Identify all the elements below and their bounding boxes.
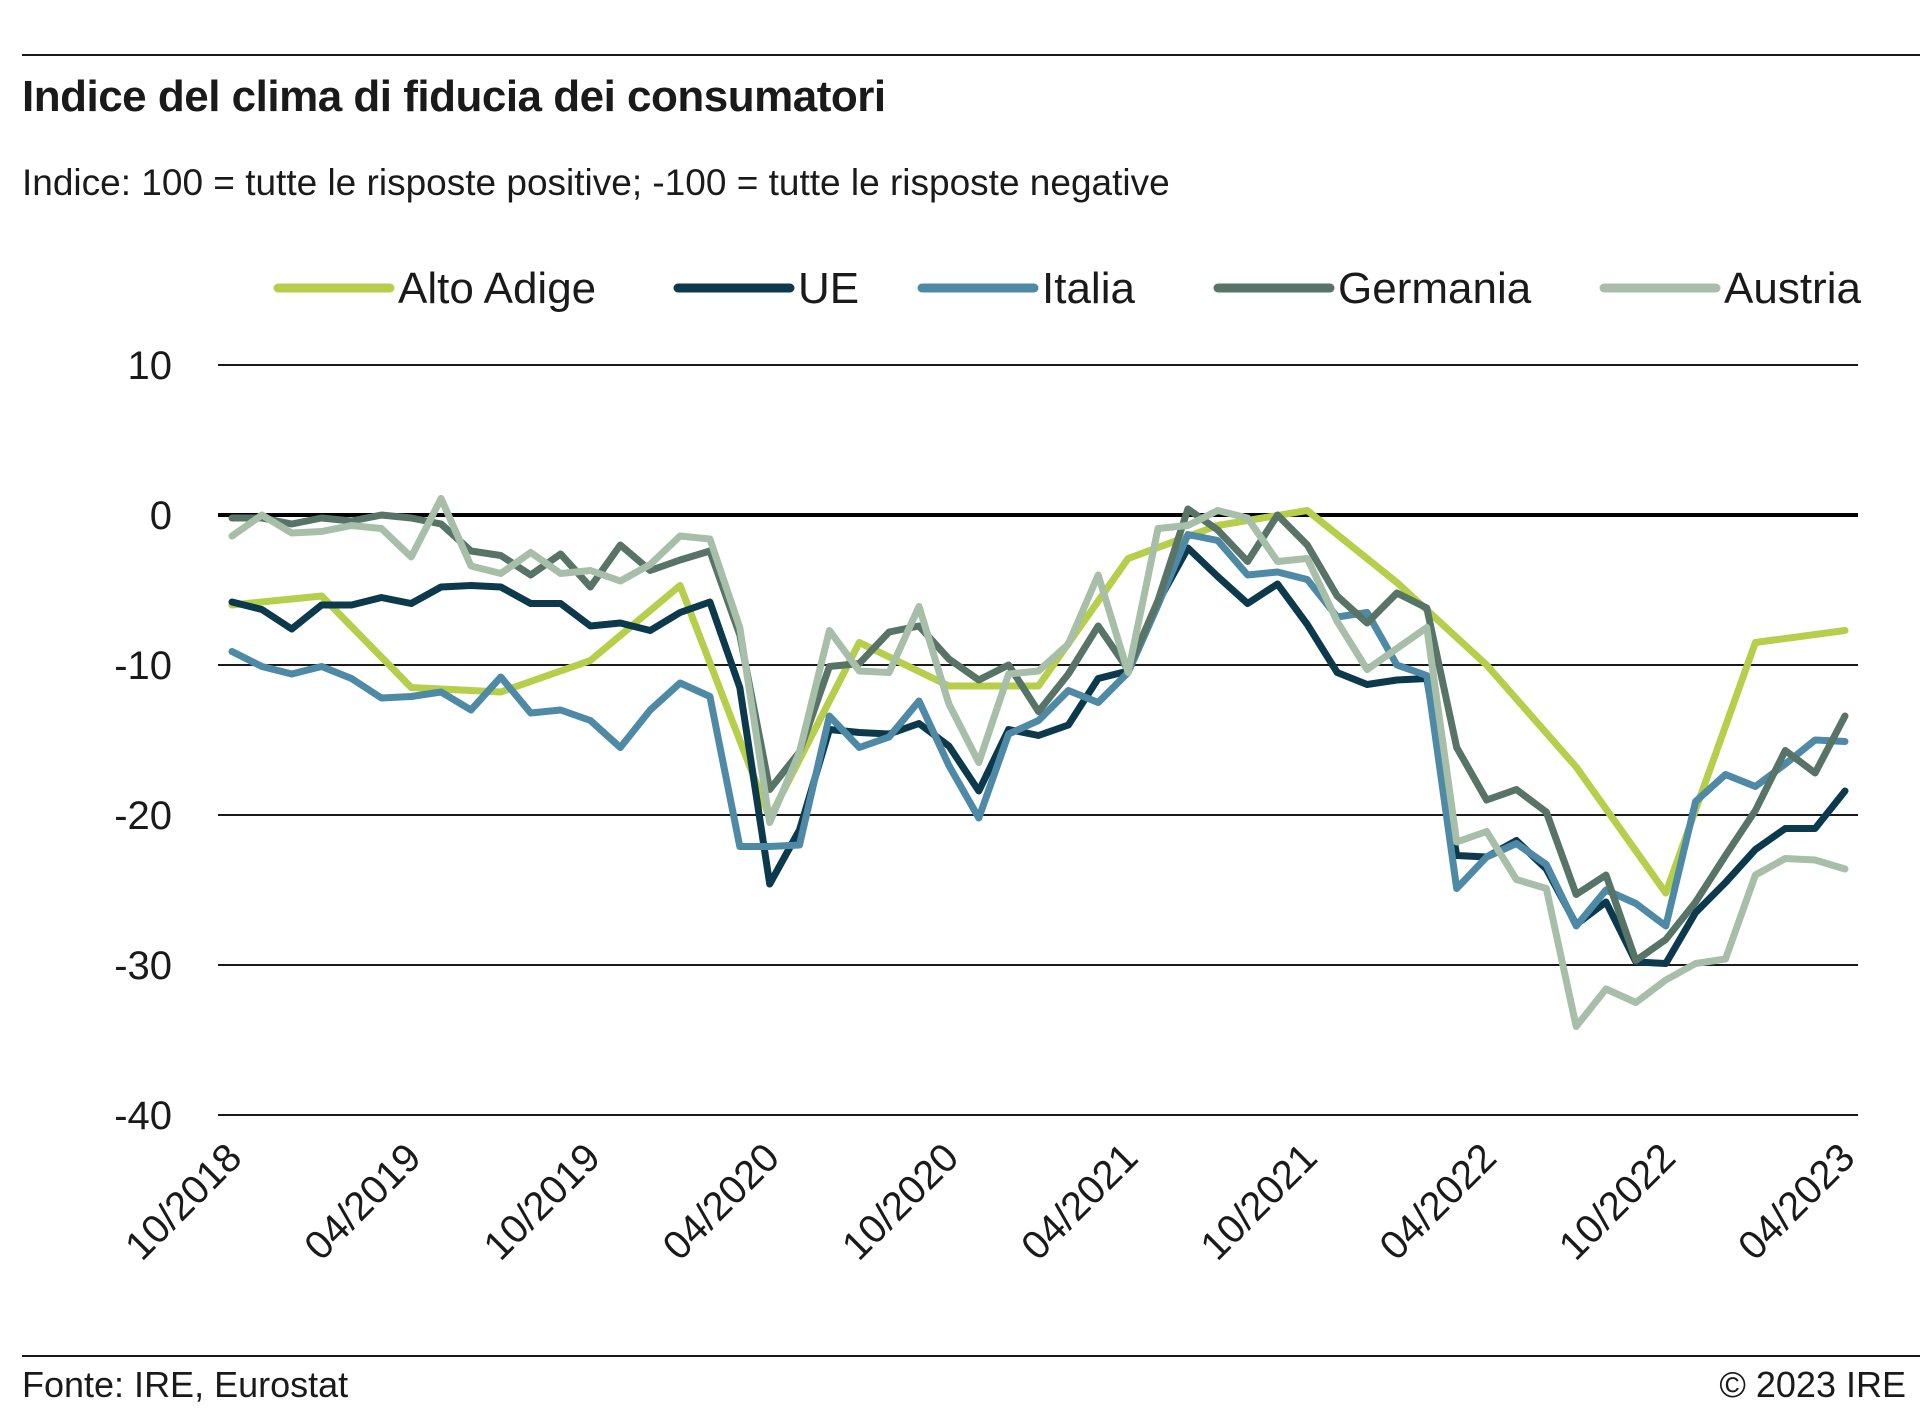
x-tick-label: 10/2021 [1192,1135,1325,1268]
x-tick-label: 04/2020 [655,1135,788,1268]
chart-series [228,495,1849,1030]
y-tick-label: -10 [114,644,172,688]
legend-label: UE [798,264,859,313]
copyright-note: © 2023 IRE [1719,1364,1906,1405]
legend-label: Germania [1338,264,1532,313]
legend: Alto Adige UE Italia Germania Austria [273,264,1861,313]
legend-label: Austria [1724,264,1861,313]
y-tick-label: -40 [114,1094,172,1138]
y-tick-label: 10 [128,344,173,388]
y-tick-label: -20 [114,794,172,838]
legend-label: Italia [1042,264,1135,313]
x-tick-label: 04/2022 [1372,1135,1505,1268]
chart-subtitle: Indice: 100 = tutte le risposte positive… [22,162,1170,203]
series-line-germania [228,505,1849,964]
series-line-ue [228,544,1849,967]
chart-grid [218,364,1858,1116]
series-line-alto-adige [228,507,1849,897]
x-tick-label: 04/2019 [296,1135,429,1268]
y-axis-ticks: 10 0 -10 -20 -30 -40 [114,344,172,1138]
x-tick-label: 04/2023 [1730,1135,1863,1268]
x-tick-label: 10/2019 [475,1135,608,1268]
source-note: Fonte: IRE, Eurostat [22,1364,349,1405]
x-tick-label: 10/2020 [834,1135,967,1268]
bottom-rule [22,1355,1920,1357]
chart-title: Indice del clima di fiducia dei consumat… [22,72,886,121]
series-line-austria [228,495,1849,1030]
legend-label: Alto Adige [398,264,596,313]
x-tick-label: 04/2021 [1013,1135,1146,1268]
x-tick-label: 10/2018 [117,1135,250,1268]
y-tick-label: -30 [114,944,172,988]
top-rule [22,54,1920,56]
x-tick-label: 10/2022 [1551,1135,1684,1268]
series-line-italia [228,531,1849,930]
y-tick-label: 0 [150,494,172,538]
x-axis-ticks: 10/2018 04/2019 10/2019 04/2020 10/2020 04/20… [117,1135,1863,1268]
